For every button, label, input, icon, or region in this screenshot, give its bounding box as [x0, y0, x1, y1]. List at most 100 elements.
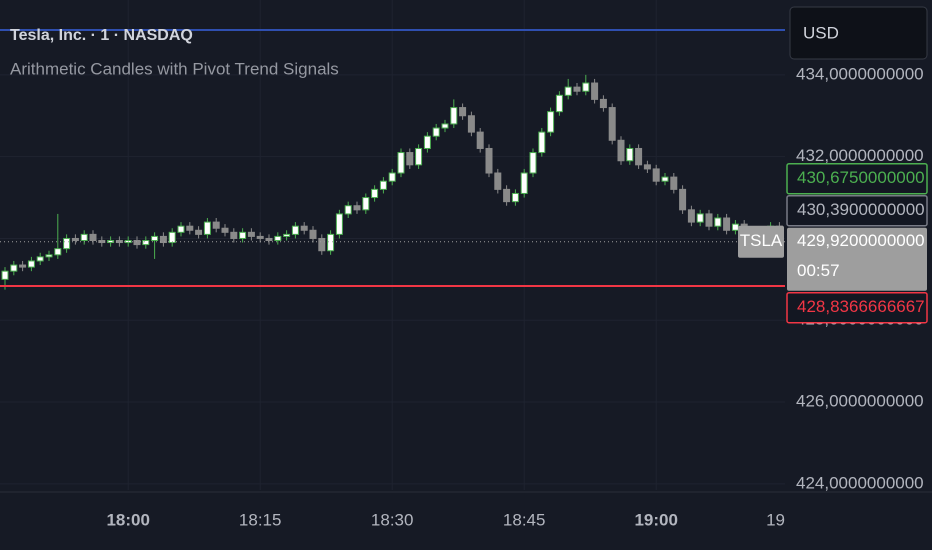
candle-body [142, 240, 150, 246]
x-tick-label: 19 [766, 510, 785, 529]
candle-body [511, 192, 519, 203]
price-badge-label: 428,8366666667 [797, 297, 925, 316]
candle-body [36, 256, 44, 262]
candle-body [362, 197, 370, 211]
candle-body [450, 107, 458, 125]
chart-subtitle: Arithmetic Candles with Pivot Trend Sign… [10, 59, 339, 78]
candle-body [555, 94, 563, 113]
candle-body [98, 240, 106, 244]
candle-body [45, 254, 53, 258]
candle-body [115, 240, 123, 244]
currency-button[interactable] [789, 6, 928, 60]
candle-body [714, 217, 722, 227]
y-tick-label: 424,0000000000 [796, 473, 924, 492]
candle-body [573, 86, 581, 92]
price-badge-label: 430,6750000000 [797, 168, 925, 187]
candle-body [406, 152, 414, 166]
candle-body [318, 237, 326, 252]
candle-body [643, 164, 651, 170]
candle-body [133, 240, 141, 246]
candle-body [221, 227, 229, 233]
candle-body [538, 131, 546, 154]
price-badge [786, 194, 928, 227]
candle-body [335, 213, 343, 235]
candle-body [256, 235, 264, 239]
candle-body [635, 147, 643, 166]
chart-title: Tesla, Inc. · 1 · NASDAQ [10, 27, 193, 44]
candle-body [459, 107, 467, 117]
candle-body [291, 225, 299, 235]
x-tick-label: 18:30 [371, 510, 414, 529]
candle-body [679, 188, 687, 211]
candle-body [661, 176, 669, 182]
candle-body [371, 188, 379, 199]
candle-body [230, 231, 238, 239]
candle-body [177, 225, 185, 233]
countdown-label: 00:57 [797, 261, 840, 280]
candle-body [599, 98, 607, 109]
candle-body [670, 176, 678, 190]
candle-body [415, 147, 423, 166]
last-price-label: 429,9200000000 [797, 231, 925, 250]
x-tick-label: 18:00 [106, 510, 149, 529]
candle-body [529, 152, 537, 174]
candle-body [485, 147, 493, 174]
x-tick-label: 18:15 [239, 510, 282, 529]
candle-body [476, 131, 484, 149]
candle-body [547, 111, 555, 133]
candle-body [274, 235, 282, 242]
candle-body [432, 127, 440, 137]
candle-body [723, 217, 731, 231]
candle-body [591, 82, 599, 100]
candle-body [1, 270, 9, 280]
candle-body [520, 172, 528, 194]
candle-body [617, 139, 625, 162]
candle-body [10, 264, 18, 272]
candle-body [168, 231, 176, 244]
candle-body [731, 223, 739, 231]
candle-body [54, 248, 62, 256]
candle-body [212, 221, 220, 229]
symbol-label: TSLA [740, 231, 783, 250]
candle-body [503, 188, 511, 203]
candle-body [388, 172, 396, 182]
candle-body [353, 205, 361, 211]
candle-body [687, 209, 695, 223]
candle-body [89, 233, 97, 242]
candle-body [494, 172, 502, 190]
candle-body [159, 235, 167, 244]
candle-body [327, 233, 335, 252]
candle-body [300, 225, 308, 231]
candle-body [564, 86, 572, 96]
x-tick-label: 18:45 [503, 510, 546, 529]
candle-body [626, 147, 634, 162]
candle-body [247, 231, 255, 237]
candle-body [397, 152, 405, 174]
candle-body [186, 225, 194, 231]
y-tick-label: 434,0000000000 [796, 64, 924, 83]
price-badge-label: 430,3900000000 [797, 200, 925, 219]
candle-body [239, 231, 247, 239]
price-badge [786, 291, 928, 324]
candle-body [379, 180, 387, 190]
candle-body [582, 82, 590, 92]
candle-body [344, 205, 352, 215]
candle-body [608, 107, 616, 141]
candle-body [27, 260, 35, 268]
grid [0, 0, 789, 490]
last-price-badge [787, 227, 927, 291]
candle-body [203, 221, 211, 235]
candle-body [696, 213, 704, 223]
x-tick-label: 19:00 [634, 510, 677, 529]
candle-body [80, 233, 88, 242]
currency-label[interactable]: USD [803, 23, 839, 42]
candle-body [71, 237, 79, 242]
candle-body [309, 229, 317, 239]
candle-body [19, 264, 27, 268]
candle-body [107, 240, 115, 244]
candle-body [423, 135, 431, 149]
candle-body [63, 237, 71, 250]
price-badge [786, 162, 928, 195]
